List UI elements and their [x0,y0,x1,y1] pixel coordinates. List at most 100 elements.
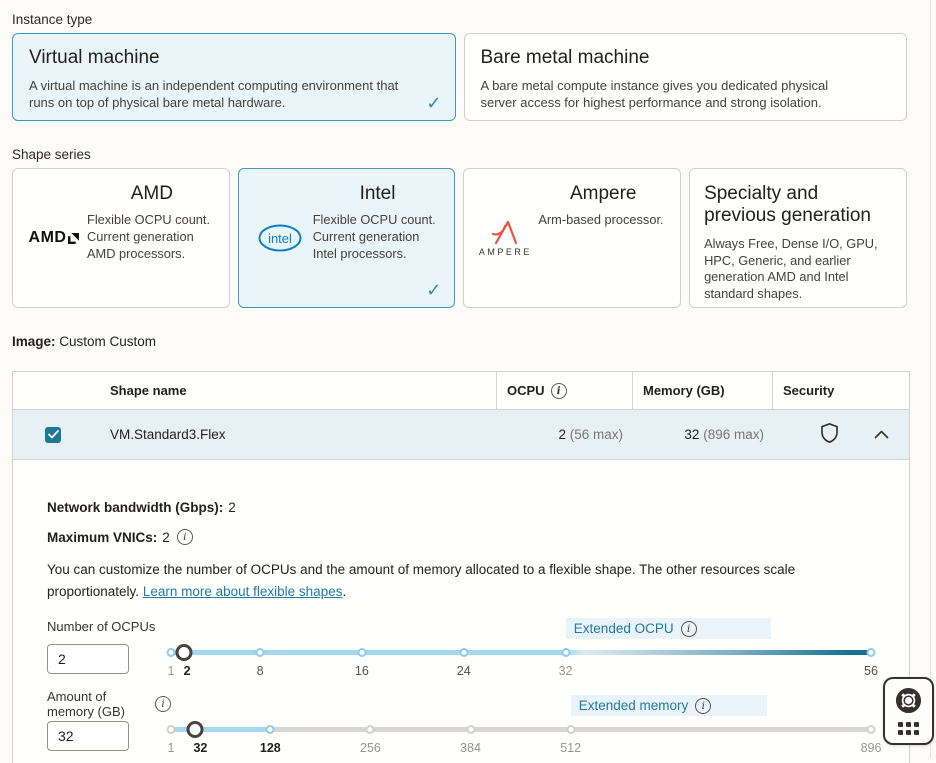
ocpu-tick-label: 16 [354,664,369,679]
svg-text:intel: intel [268,231,292,246]
memory-input[interactable] [47,721,129,752]
image-line: Image: Custom Custom [12,334,907,349]
card-title: Virtual machine [29,47,160,68]
memory-control-row: Amount of memory (GB) i Extended memory … [47,689,881,759]
ocpu-tick-label: 8 [256,664,264,679]
flexible-shapes-link[interactable]: Learn more about flexible shapes [142,583,343,599]
ocpu-tick-label: 56 [864,664,878,679]
ocpu-input-label: Number of OCPUs [47,619,156,635]
check-icon: ✓ [426,93,442,113]
ocpu-tick-label: 32 [558,664,573,679]
card-amd[interactable]: AMD AMD Flexible OCPU count. Current gen… [12,168,230,308]
shape-table: Shape name OCPU i Memory (GB) Security V… [12,371,910,763]
ocpu-tick-8 [255,648,265,658]
info-icon[interactable]: i [155,695,171,712]
flexible-shape-description: You can customize the number of OCPUs an… [47,559,857,602]
instance-type-label: Instance type [12,12,93,27]
ocpu-input[interactable] [47,644,129,675]
info-icon[interactable]: i [695,697,712,714]
memory-tick-label: 896 [860,741,882,756]
extended-ocpu-label: Extended OCPU i [565,618,771,640]
ocpu-slider-handle[interactable] [175,644,193,662]
ocpu-tick-label: 2 [183,664,191,679]
info-icon[interactable]: i [680,620,697,637]
memory-label-text: Amount of memory (GB) [47,688,125,719]
shape-details-panel: Network bandwidth (Gbps): 2 Maximum VNIC… [13,460,909,763]
ocpu-tick-56 [866,648,876,658]
card-title: Bare metal machine [480,47,650,68]
card-ampere[interactable]: AMPERE Ampere Arm-based processor. [463,168,682,308]
network-bandwidth-label: Network bandwidth (Gbps): [47,500,224,515]
row-checkbox[interactable] [45,426,61,443]
shape-config-page: Instance type Virtual machine A virtual … [12,12,910,763]
card-description: Flexible OCPU count. Current generation … [87,212,211,261]
drag-dots-icon[interactable] [898,722,919,735]
info-icon[interactable]: i [176,529,193,545]
shape-name-cell: VM.Standard3.Flex [110,427,226,442]
ocpu-tick-1 [166,648,176,658]
check-icon: ✓ [426,280,442,300]
ocpu-max: (56 max) [569,427,623,442]
extended-memory-label: Extended memory i [570,695,767,717]
ocpu-tick-24 [459,648,469,658]
card-title: AMD [130,183,173,204]
extended-memory-text: Extended memory [578,698,689,714]
card-title: Ampere [569,183,637,204]
shape-series-cards: AMD AMD Flexible OCPU count. Current gen… [12,168,907,308]
card-intel[interactable]: intel Intel Flexible OCPU count. Current… [237,168,456,308]
card-description: A virtual machine is an independent comp… [29,78,399,111]
card-specialty-previous-generation[interactable]: Specialty and previous generation Always… [689,168,907,308]
memory-tick-384 [466,725,476,735]
memory-cell: 32 (896 max) [633,427,773,442]
memory-slider-track[interactable] [171,727,871,733]
info-icon[interactable]: i [550,382,567,399]
card-description: A bare metal compute instance gives you … [480,78,829,111]
column-security: Security [783,383,835,398]
card-bare-metal-machine[interactable]: Bare metal machine A bare metal compute … [463,33,907,121]
memory-tick-label: 1 [167,741,175,756]
card-description: Always Free, Dense I/O, GPU, HPC, Generi… [704,235,878,302]
shape-series-label: Shape series [12,147,91,162]
chevron-up-icon[interactable] [874,427,889,442]
memory-tick-label: 256 [359,741,381,756]
memory-tick-label: 384 [460,741,481,756]
ocpu-tick-32 [561,648,571,658]
table-row-vm-standard3-flex[interactable]: VM.Standard3.Flex 2 (56 max) 32 (896 max… [13,410,909,460]
memory-slider[interactable]: Extended memory i 1 32 128 256 384 [166,695,881,759]
memory-tick-label: 128 [259,741,281,756]
ocpu-tick-label: 24 [456,664,471,679]
memory-max: (896 max) [703,427,764,442]
card-description: Arm-based processor. [538,212,664,227]
memory-tick-label: 32 [193,741,208,756]
ocpu-slider-track[interactable] [171,650,871,656]
card-virtual-machine[interactable]: Virtual machine A virtual machine is an … [12,33,456,121]
memory-value: 32 [684,427,700,442]
memory-slider-handle[interactable] [186,721,204,739]
card-title: Intel [359,183,396,204]
memory-input-label: Amount of memory (GB) i [47,689,171,719]
table-header: Shape name OCPU i Memory (GB) Security [13,372,909,410]
ocpu-cell: 2 (56 max) [497,427,633,442]
memory-tick-256 [365,725,375,735]
help-widget[interactable] [883,677,934,745]
memory-tick-128 [265,725,275,735]
memory-tick-512 [566,725,576,735]
ocpu-value: 2 [558,427,566,442]
instance-type-cards: Virtual machine A virtual machine is an … [12,33,907,121]
extended-ocpu-text: Extended OCPU [573,621,674,637]
image-value: Custom Custom [59,334,157,349]
ocpu-tick-16 [357,648,367,658]
ocpu-tick-label: 1 [167,664,175,679]
max-vnics-value: 2 [162,529,170,545]
card-description: Flexible OCPU count. Current generation … [312,212,436,261]
ocpu-slider[interactable]: Extended OCPU i 1 2 8 16 24 3 [166,618,878,682]
shield-icon [820,422,839,447]
column-shape-name: Shape name [13,372,497,409]
column-ocpu-label: OCPU [507,383,545,398]
description-text: You can customize the number of OCPUs an… [47,562,796,599]
column-ocpu: OCPU i [497,372,633,409]
ampere-logo: AMPERE [479,219,532,257]
image-label: Image: [12,334,56,349]
window-edge-divider [930,0,931,758]
ocpu-control-row: Number of OCPUs Extended OCPU i [47,618,878,682]
